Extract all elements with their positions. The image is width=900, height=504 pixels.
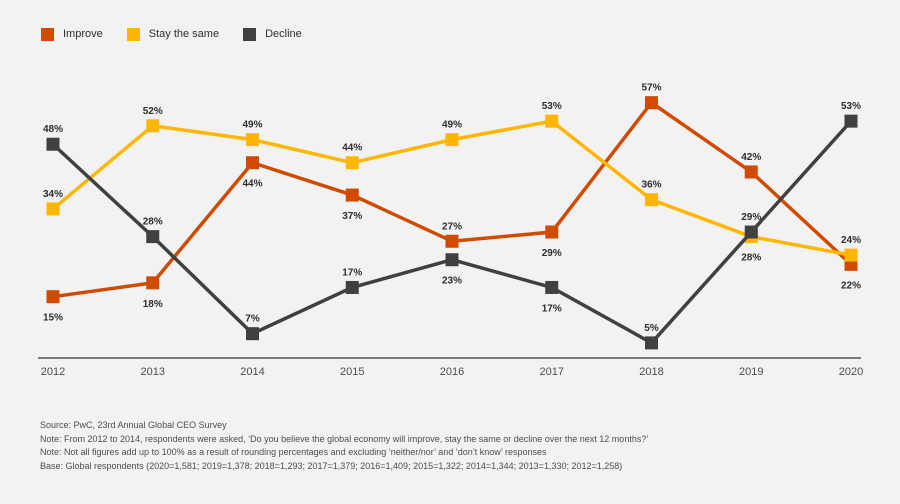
stay-the-same-swatch-icon (126, 28, 140, 41)
x-tick-label: 2019 (739, 366, 763, 378)
question-note: Note: From 2012 to 2014, respondents wer… (40, 433, 649, 444)
data-point-marker (246, 156, 259, 170)
legend-label-decline: Decline (265, 28, 302, 40)
source-note: Source: PwC, 23rd Annual Global CEO Surv… (40, 420, 227, 430)
x-tick-label: 2015 (340, 366, 364, 378)
series-line (52, 100, 853, 299)
improve-swatch-icon (41, 28, 54, 41)
value-label: 42% (741, 152, 761, 163)
value-label: 17% (342, 267, 362, 278)
data-point-marker (645, 193, 658, 207)
series-decline: 48% 28% 7% 17% 23% 17% 5% 29% 53% (43, 101, 861, 350)
data-point-marker (844, 114, 858, 128)
data-point-marker (345, 156, 359, 170)
x-tick-label: 2013 (141, 366, 165, 378)
legend-label-stay-the-same: Stay the same (148, 28, 220, 40)
value-label: 15% (43, 313, 63, 324)
value-label: 29% (741, 212, 761, 223)
value-label: 49% (442, 120, 462, 131)
x-tick-label: 2012 (41, 366, 65, 378)
data-point-marker (345, 188, 359, 202)
value-label: 7% (245, 314, 260, 325)
value-label: 52% (143, 106, 163, 117)
chart-legend: Improve Stay the same Decline (41, 28, 302, 41)
x-tick-label: 2016 (440, 366, 464, 378)
value-label: 34% (43, 189, 63, 200)
legend-item-improve: Improve (41, 28, 103, 41)
value-label: 29% (542, 248, 562, 259)
value-label: 23% (442, 276, 462, 287)
data-point-marker (545, 114, 559, 128)
value-label: 57% (641, 83, 661, 94)
decline-swatch-icon (243, 28, 257, 41)
data-point-marker (445, 253, 459, 267)
value-label: 17% (542, 303, 562, 314)
data-point-marker (844, 248, 858, 262)
data-point-marker (146, 119, 160, 133)
base-note: Base: Global respondents (2020=1,581; 20… (40, 460, 623, 471)
data-point-marker (445, 234, 459, 248)
legend-label-improve: Improve (63, 28, 103, 40)
value-label: 27% (442, 221, 462, 232)
x-tick-label: 2014 (240, 366, 264, 378)
value-label: 49% (242, 120, 262, 131)
legend-item-decline: Decline (243, 28, 302, 41)
data-point-marker (744, 225, 758, 239)
data-point-marker (445, 133, 459, 147)
data-point-marker (46, 202, 60, 216)
legend-item-stay-the-same: Stay the same (126, 28, 220, 41)
value-label: 37% (342, 211, 362, 222)
value-label: 22% (841, 280, 861, 291)
value-label: 5% (644, 323, 659, 334)
x-tick-label: 2018 (639, 366, 663, 378)
value-label: 44% (242, 179, 262, 190)
value-label: 36% (641, 180, 661, 191)
value-label: 53% (841, 101, 861, 112)
data-point-marker (146, 276, 160, 290)
value-label: 28% (143, 217, 163, 228)
data-point-marker (246, 327, 259, 341)
data-point-marker (345, 280, 359, 294)
series-stay-the-same: 34% 52% 49% 44% 49% 53% 36% 28% 24% (43, 101, 861, 264)
data-point-marker (46, 290, 60, 304)
data-point-marker (545, 280, 559, 294)
value-label: 24% (841, 235, 861, 246)
data-point-marker (645, 336, 658, 350)
x-axis-tick-labels: 2012 2013 2014 2015 2016 2017 2018 2019 2020 (41, 366, 863, 378)
value-label: 48% (43, 124, 63, 135)
data-point-marker (545, 225, 559, 239)
data-point-marker (744, 165, 758, 179)
value-label: 18% (143, 299, 163, 310)
data-point-marker (246, 133, 259, 147)
x-tick-label: 2017 (540, 366, 564, 378)
value-label: 28% (741, 253, 761, 264)
x-tick-label: 2020 (839, 366, 863, 378)
data-point-marker (645, 96, 658, 110)
chart-footnotes: Source: PwC, 23rd Annual Global CEO Surv… (40, 419, 648, 473)
value-label: 44% (342, 143, 362, 154)
data-point-marker (46, 137, 60, 151)
value-label: 53% (542, 101, 562, 112)
rounding-note: Note: Not all figures add up to 100% as … (40, 447, 547, 457)
series-improve: 15% 18% 44% 37% 27% 29% 57% 42% 22% (43, 83, 861, 324)
data-point-marker (146, 230, 160, 244)
